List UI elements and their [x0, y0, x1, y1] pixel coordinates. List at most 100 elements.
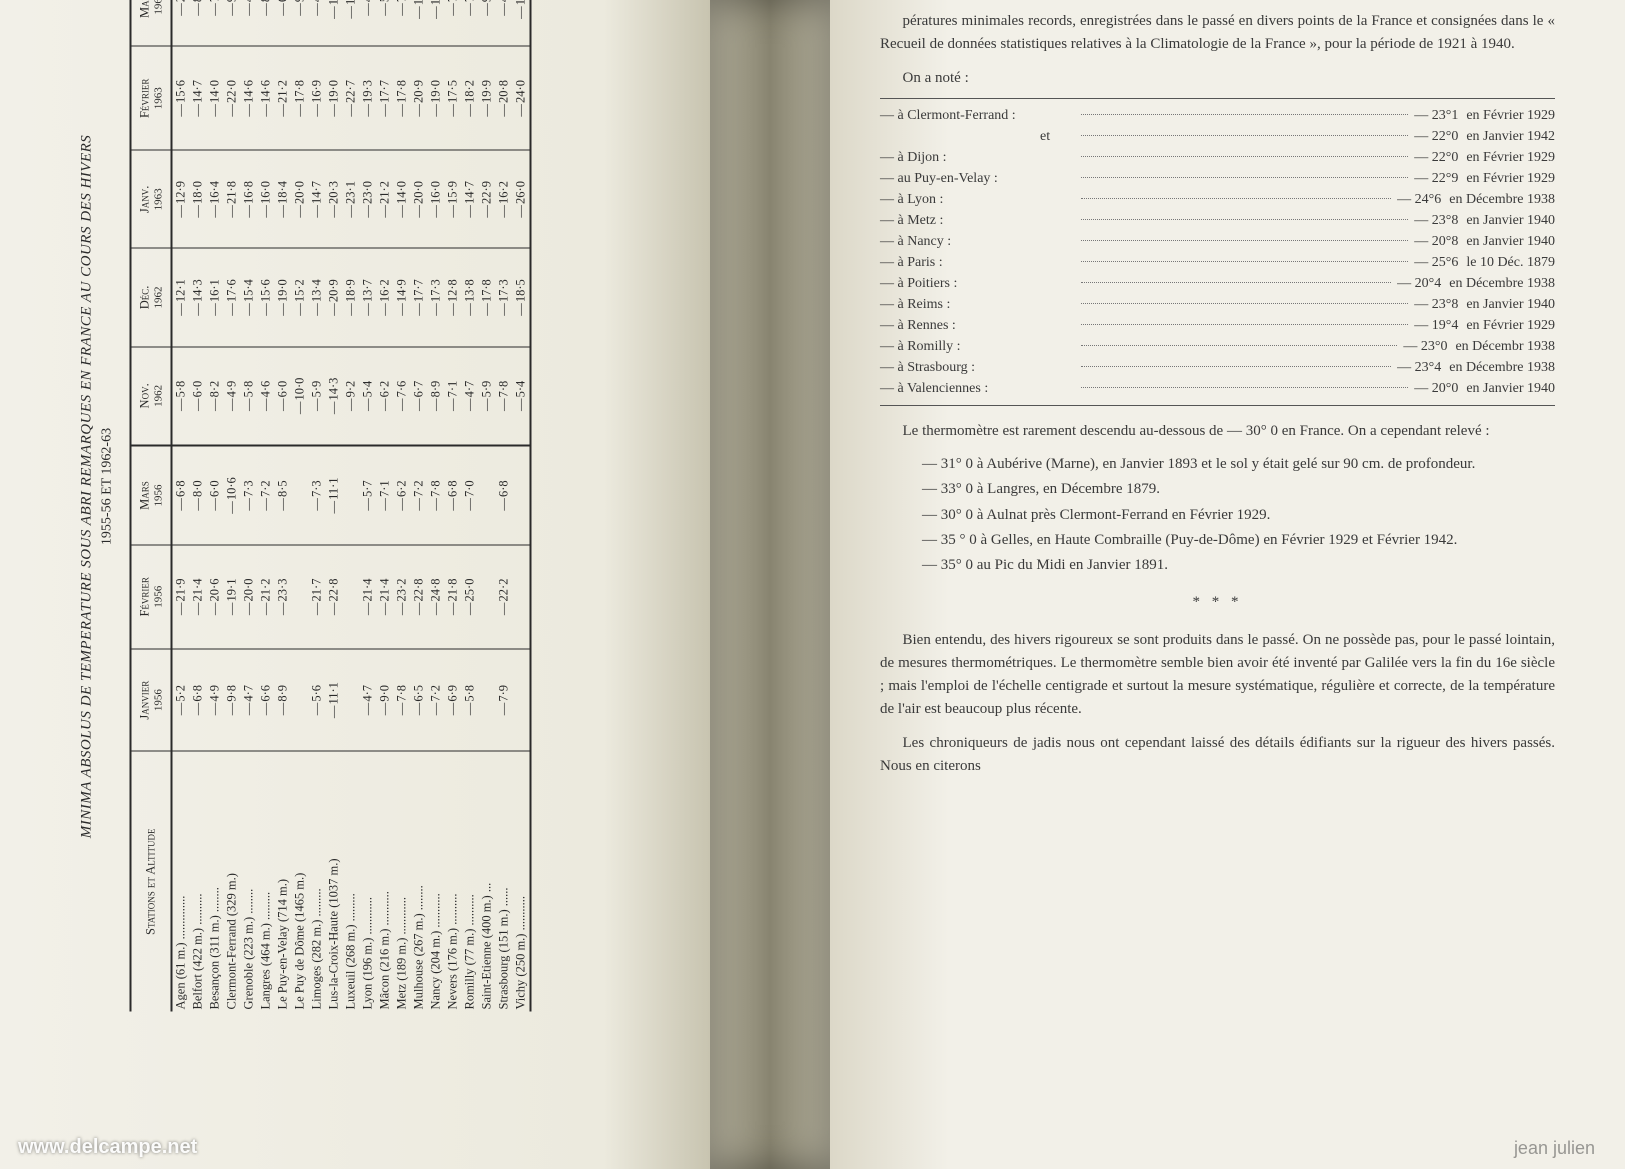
value-cell — [513, 545, 531, 649]
value-cell — [343, 545, 360, 649]
record-city: — à Reims : — [880, 294, 1075, 315]
value-cell: 7·3 — [241, 446, 258, 545]
left-page: MINIMA ABSOLUS DE TEMPERATURE SOUS ABRI … — [0, 0, 710, 1169]
record-city: — à Lyon : — [880, 189, 1075, 210]
value-cell: 19·0 — [275, 248, 292, 346]
station-cell: Saint-Etienne (400 m.) ... — [479, 752, 496, 1012]
table-row: Langres (464 m.) .........6·621·27·24·61… — [258, 0, 275, 1012]
thermo-paragraph: Le thermomètre est rarement descendu au-… — [880, 420, 1555, 443]
value-cell: 19·9 — [479, 46, 496, 150]
record-temp: — 24°6 — [1397, 189, 1441, 210]
value-cell: 9·2 — [343, 347, 360, 446]
value-cell: 21·4 — [190, 545, 207, 649]
record-city: — à Clermont-Ferrand : — [880, 105, 1075, 126]
value-cell: 7·9 — [496, 649, 513, 752]
station-cell: Romilly (77 m.) .......... — [462, 752, 479, 1012]
record-dots — [1081, 357, 1391, 367]
record-city: — à Paris : — [880, 252, 1075, 273]
value-cell: 14·9 — [394, 248, 411, 346]
value-cell: 6· — [275, 0, 292, 46]
value-cell: 7·8 — [394, 649, 411, 752]
value-cell: 24·0 — [513, 46, 531, 150]
station-cell: Strasbourg (151 m.) ...... — [496, 752, 513, 1012]
value-cell: 20·3 — [326, 150, 343, 248]
record-row: — à Valenciennes :— 20°0en Janvier 1940 — [880, 378, 1555, 399]
station-cell: Agen (61 m.) .............. — [172, 752, 190, 1012]
record-row: — à Reims :— 23°8en Janvier 1940 — [880, 294, 1555, 315]
value-cell: 13·8 — [462, 248, 479, 346]
record-city: — à Metz : — [880, 210, 1075, 231]
cold-record-item: — 35 ° 0 à Gelles, en Haute Combraille (… — [922, 529, 1555, 552]
table-header: Février1956 — [131, 545, 172, 649]
value-cell: 11·1 — [326, 446, 343, 545]
value-cell: 15·9 — [445, 150, 462, 248]
record-temp: — 25°6 — [1414, 252, 1458, 273]
value-cell: 13· — [326, 0, 343, 46]
station-cell: Le Puy-en-Velay (714 m.) — [275, 752, 292, 1012]
value-cell: 6·8 — [445, 446, 462, 545]
value-cell: 22·8 — [411, 545, 428, 649]
value-cell: 8· — [190, 0, 207, 46]
book-spine — [710, 0, 830, 1169]
cold-record-item: — 31° 0 à Aubérive (Marne), en Janvier 1… — [922, 453, 1555, 476]
value-cell: 4·7 — [462, 347, 479, 446]
value-cell: 23·1 — [343, 150, 360, 248]
station-cell: Mâcon (216 m.) ........... — [377, 752, 394, 1012]
record-dots — [1081, 105, 1408, 115]
value-cell: 14·6 — [241, 46, 258, 150]
value-cell: 21·4 — [377, 545, 394, 649]
table-header: Stations et Altitude — [131, 752, 172, 1012]
value-cell: 4· — [241, 0, 258, 46]
value-cell: 20·8 — [496, 46, 513, 150]
chroniqueurs-paragraph: Les chroniqueurs de jadis nous ont cepen… — [880, 732, 1555, 779]
record-when: en Janvier 1940 — [1466, 294, 1555, 315]
value-cell — [292, 649, 309, 752]
value-cell: 20·9 — [411, 46, 428, 150]
value-cell: 6·8 — [496, 446, 513, 545]
value-cell: 24·8 — [428, 545, 445, 649]
table-row: Agen (61 m.) ..............5·221·96·85·8… — [172, 0, 190, 1012]
value-cell: 14· — [411, 0, 428, 46]
value-cell: 20·6 — [207, 545, 224, 649]
record-temp: — 20°0 — [1414, 378, 1458, 399]
table-row: Lyon (196 m.) ............4·721·45·75·41… — [360, 0, 377, 1012]
value-cell: 14·3 — [326, 347, 343, 446]
record-dots — [1081, 126, 1408, 136]
table-row: Limoges (282 m.) .........5·621·77·35·91… — [309, 0, 326, 1012]
value-cell: 12·1 — [172, 248, 190, 346]
value-cell: 5·9 — [479, 347, 496, 446]
value-cell: 14·0 — [394, 150, 411, 248]
value-cell: 17·8 — [292, 46, 309, 150]
record-when: en Janvier 1940 — [1466, 378, 1555, 399]
table-row: Metz (189 m.) ............7·823·26·27·61… — [394, 0, 411, 1012]
record-row: — à Rennes :— 19°4en Février 1929 — [880, 315, 1555, 336]
table-header: Mars1963 — [131, 0, 172, 46]
value-cell: 10·6 — [224, 446, 241, 545]
cold-record-item: — 30° 0 à Aulnat près Clermont-Ferrand e… — [922, 504, 1555, 527]
record-when: en Février 1929 — [1466, 147, 1555, 168]
table-row: Le Puy de Dôme (1465 m.)10·015·220·017·8… — [292, 0, 309, 1012]
record-temp: — 20°4 — [1397, 273, 1441, 294]
value-cell: 6·2 — [394, 446, 411, 545]
value-cell: 19·1 — [224, 545, 241, 649]
value-cell: 5·8 — [241, 347, 258, 446]
station-cell: Nancy (204 m.) ........... — [428, 752, 445, 1012]
record-dots — [1081, 231, 1408, 241]
value-cell: 7·1 — [445, 347, 462, 446]
value-cell: 22·2 — [496, 545, 513, 649]
record-dots — [1081, 294, 1408, 304]
table-header: Janv.1963 — [131, 150, 172, 248]
table-header: Nov.1962 — [131, 347, 172, 446]
value-cell — [343, 649, 360, 752]
table-header: Mars1956 — [131, 446, 172, 545]
record-dots — [1081, 315, 1408, 325]
record-city: — à Dijon : — [880, 147, 1075, 168]
station-cell: Nevers (176 m.) .......... — [445, 752, 462, 1012]
value-cell: 6·2 — [377, 347, 394, 446]
record-row: — à Romilly :— 23°0en Décembr 1938 — [880, 336, 1555, 357]
table-row: Besançon (311 m.) ........4·920·66·08·21… — [207, 0, 224, 1012]
value-cell: 8·9 — [275, 649, 292, 752]
record-dots — [1081, 378, 1408, 388]
station-cell: Vichy (250 m.) ........... — [513, 752, 531, 1012]
station-cell: Mulhouse (267 m.) ........ — [411, 752, 428, 1012]
